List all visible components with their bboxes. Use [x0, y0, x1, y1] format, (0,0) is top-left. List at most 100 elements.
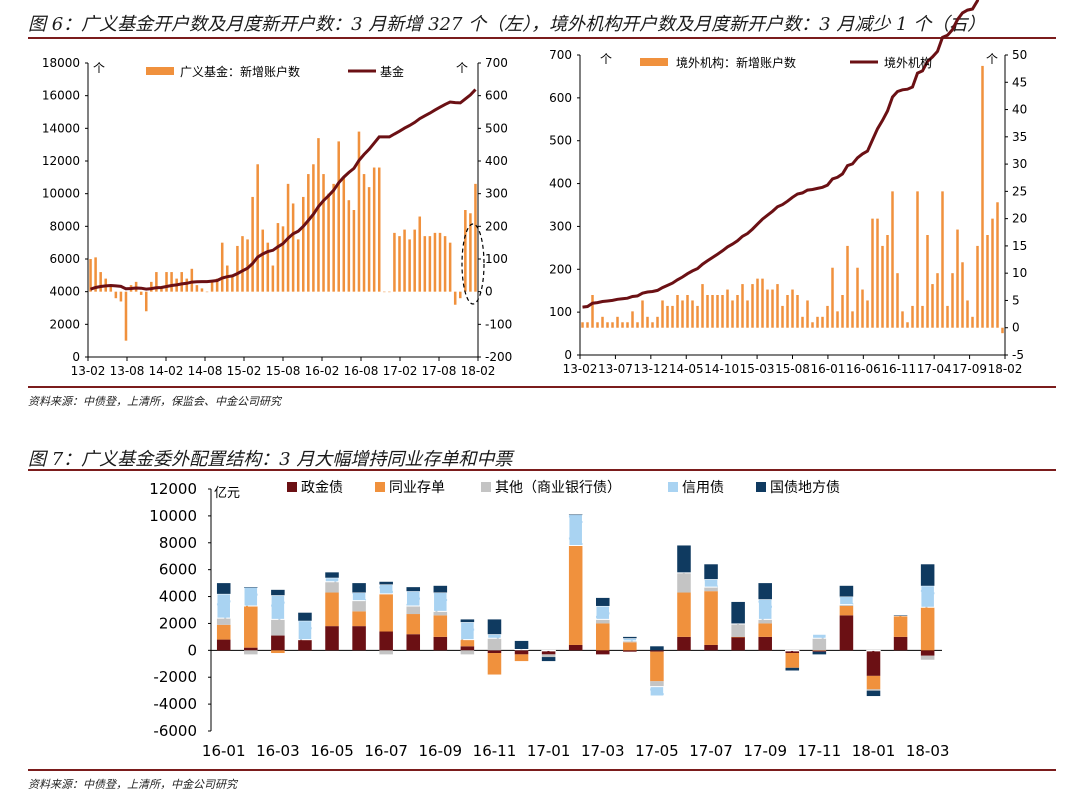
bar: [751, 284, 754, 328]
x-tick-label: 13-08: [110, 364, 145, 378]
bar: [251, 196, 254, 292]
bar: [170, 272, 173, 292]
unit-label-right: 个: [986, 52, 998, 66]
unit-label: 亿元: [214, 486, 240, 501]
bar: [636, 322, 639, 328]
bar: [226, 265, 229, 292]
bar: [474, 183, 477, 292]
y-tick-label-right: 100: [485, 252, 508, 266]
bar-segment-5: [731, 601, 745, 624]
bar: [312, 164, 315, 292]
bar: [109, 285, 113, 292]
bar: [581, 322, 584, 328]
figure-7-title: 图 7：广义基金委外配置结构：3 月大幅增持同业存单和中票: [28, 449, 513, 470]
x-tick-label: 18-01: [852, 742, 896, 760]
bar: [911, 305, 914, 328]
bar-segment-5: [812, 651, 827, 655]
cumulative-line: [90, 88, 477, 291]
bar-segment-4: [785, 649, 800, 652]
bar-segment-1: [920, 650, 935, 656]
bar-segment-4: [324, 577, 340, 583]
x-tick-label: 18-03: [906, 742, 950, 760]
bar: [89, 259, 92, 292]
bar: [418, 216, 422, 292]
bar: [781, 305, 784, 328]
bar-segment-2: [839, 605, 854, 616]
bar: [322, 174, 325, 292]
bar-segment-1: [785, 650, 800, 654]
bar: [831, 267, 834, 328]
bar-segment-5: [352, 583, 366, 593]
y-tick-label-left: 2000: [49, 317, 80, 331]
x-tick-label: 16-06: [846, 362, 881, 376]
bar-segment-2: [866, 675, 881, 690]
x-tick-label: 13-12: [633, 362, 668, 376]
x-tick-label: 17-05: [635, 742, 679, 760]
bar: [701, 284, 704, 328]
bar: [246, 239, 249, 292]
highlight-ellipse: [461, 223, 485, 305]
bar-segment-4: [514, 648, 529, 650]
y-tick-label-right: 10: [1012, 266, 1027, 280]
bar-segment-1: [893, 636, 908, 651]
x-tick-label: 14-08: [188, 364, 223, 378]
bar-segment-3: [406, 605, 421, 615]
bar-segment-1: [541, 650, 556, 655]
bar-segment-5: [839, 585, 854, 597]
bar: [367, 187, 371, 292]
y-tick-label-left: 10000: [42, 187, 80, 201]
bar-segment-2: [920, 607, 935, 651]
bar: [706, 295, 709, 328]
bar-segment-3: [731, 623, 745, 637]
bar: [443, 236, 447, 292]
x-tick-label: 15-02: [227, 364, 262, 378]
bar: [926, 235, 929, 328]
bar-segment-5: [298, 612, 312, 621]
y-tick-label-right: 300: [485, 187, 508, 201]
bar: [801, 316, 804, 328]
bar: [438, 232, 442, 292]
bar: [215, 278, 219, 292]
bar: [301, 196, 305, 292]
chart-outsourcing-allocation: -6000 -4000 -2000 0 2000 4000 6000 8000 10000 120…: [149, 480, 949, 760]
y-tick-label: 10000: [149, 507, 197, 525]
y-tick-label: 8000: [159, 534, 197, 552]
bar-segment-4: [730, 622, 746, 625]
bar: [433, 232, 437, 292]
bar: [453, 291, 457, 305]
legend-swatch: [287, 482, 297, 492]
x-tick-label: 16-01: [202, 742, 246, 760]
legend-label-line: 境外机构: [884, 55, 932, 70]
x-tick-label: 15-08: [775, 362, 810, 376]
bar: [377, 167, 381, 292]
legend-label-bars: 境外机构：新增账户数: [676, 55, 796, 70]
bar-segment-4: [649, 686, 665, 697]
bar: [317, 138, 320, 292]
bar: [756, 278, 759, 328]
x-tick-label: 16-01: [810, 362, 845, 376]
bar-segment-3: [541, 654, 556, 658]
bar: [696, 305, 699, 328]
x-tick-label: 13-02: [71, 364, 106, 378]
bar: [291, 203, 295, 292]
bar-segment-2: [785, 653, 800, 668]
y-tick-label-left: 6000: [49, 252, 80, 266]
bar: [362, 174, 366, 292]
y-tick-label-right: 500: [485, 121, 508, 135]
y-tick-label: 4000: [159, 588, 197, 606]
y-tick-label-right: 35: [1012, 130, 1027, 144]
bar: [851, 311, 854, 328]
bar-segment-5: [677, 545, 691, 573]
bar: [721, 295, 724, 328]
bar: [150, 281, 153, 292]
bar-segment-5: [379, 581, 393, 585]
bar: [806, 300, 809, 328]
bar-segment-4: [676, 571, 692, 574]
bar-segment-3: [650, 681, 664, 687]
bar-segment-3: [704, 587, 718, 592]
x-tick-label: 13-07: [598, 362, 633, 376]
bar: [881, 245, 884, 328]
bar: [776, 284, 779, 328]
bar-segment-3: [271, 619, 285, 636]
bar-segment-3: [595, 619, 610, 624]
